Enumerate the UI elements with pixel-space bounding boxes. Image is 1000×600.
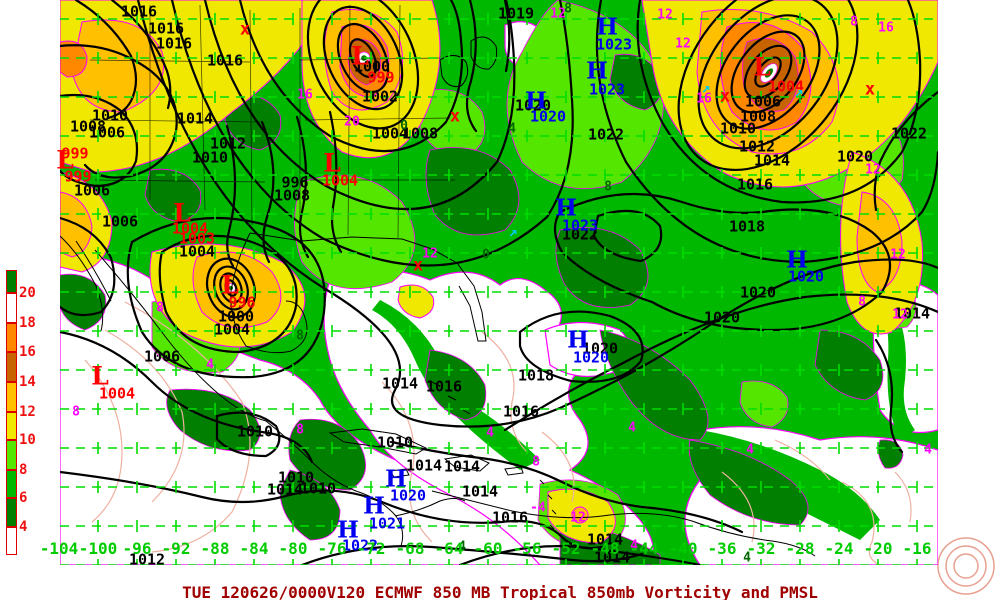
colorbar-block [6, 352, 17, 382]
colorbar-block [6, 412, 17, 440]
negative-vorticity-contours [84, 301, 912, 565]
colorbar-value-label: 14 [19, 374, 36, 390]
colorbar-value-label: 16 [19, 344, 36, 360]
colorbar-block [6, 470, 17, 498]
colorbar-value-label: 4 [19, 519, 28, 535]
colorbar-block [6, 323, 17, 352]
colorbar-block [6, 440, 17, 470]
colorbar-block [6, 382, 17, 412]
colorbar-block [6, 498, 17, 527]
colorbar-block [6, 270, 17, 293]
state-borders [89, 4, 455, 239]
colorbar-value-label: 18 [19, 315, 36, 331]
colorbar-value-label: 8 [19, 462, 28, 478]
colorbar-value-label: 6 [19, 490, 28, 506]
colorbar-block [6, 527, 17, 555]
colorbar-value-label: 20 [19, 285, 36, 301]
colorbar-value-label: 10 [19, 432, 36, 448]
corner-stamp-art [937, 537, 995, 595]
vorticity-colorbar: 20 18 16 14 12 10 8 6 4 [0, 0, 60, 600]
colorbar-value-label: 12 [19, 404, 36, 420]
chart-title: TUE 120626/0000V120 ECMWF 850 MB Tropica… [182, 583, 818, 600]
coastlines [60, 36, 816, 557]
colorbar-block [6, 293, 17, 323]
latlon-grid [60, 13, 938, 565]
